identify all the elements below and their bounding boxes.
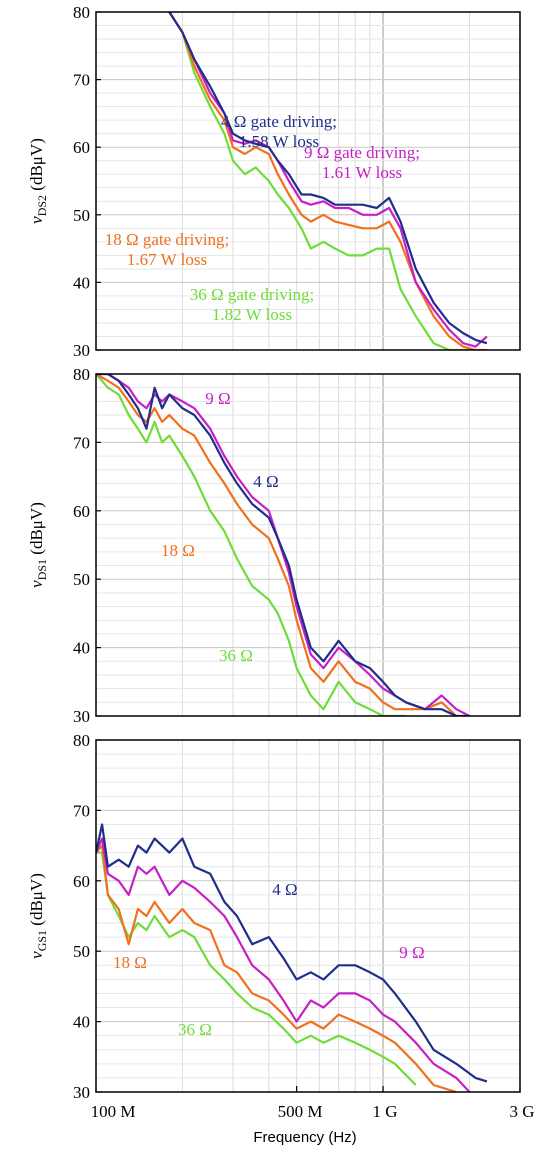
- y-axis-label: vDS1 (dBμV): [27, 502, 49, 588]
- y-tick-label: 30: [73, 707, 90, 726]
- y-tick-label: 70: [73, 71, 90, 90]
- y-tick-label: 50: [73, 570, 90, 589]
- chart-panel-ds2: 30 40 50 60 70 80 vDS2 (dBμV) 4 Ω gate driving;…: [27, 3, 521, 360]
- y-tick-label: 40: [73, 1013, 90, 1032]
- plot-frame: [95, 11, 521, 351]
- y-tick-label: 80: [73, 731, 90, 750]
- series-line-4-ohm: [96, 823, 488, 1083]
- series-line-9-ohm: [96, 837, 471, 1092]
- series-line-36-ohm: [168, 12, 476, 350]
- y-tick-label: 80: [73, 365, 90, 384]
- series-group: [96, 374, 471, 716]
- series-line-36-ohm: [96, 374, 406, 716]
- y-tick-label: 40: [73, 273, 90, 292]
- x-tick-label-100M: 100 M: [91, 1102, 136, 1121]
- y-tick-label: 80: [73, 3, 90, 22]
- y-tick-label: 70: [73, 433, 90, 452]
- x-tick-label-500M: 500 M: [278, 1102, 323, 1121]
- annotation-9-ohm: 9 Ω: [205, 389, 230, 408]
- annotation-36-ohm: 36 Ω gate driving; 1.82 W loss: [190, 285, 315, 324]
- y-tick-label: 50: [73, 206, 90, 225]
- series-line-18-ohm: [96, 374, 458, 716]
- x-tick-label-3G: 3 G: [509, 1102, 534, 1121]
- y-axis-label: vGS1 (dBμV): [27, 873, 49, 959]
- y-tick-label: 30: [73, 1083, 90, 1102]
- y-tick-label: 40: [73, 639, 90, 658]
- y-tick-label: 30: [73, 341, 90, 360]
- annotation-4-ohm: 4 Ω: [253, 472, 278, 491]
- x-axis: 100 M 500 M 1 G 3 G Frequency (Hz): [91, 1086, 535, 1146]
- series-line-18-ohm: [96, 844, 457, 1092]
- plot-frame: [95, 373, 521, 717]
- annotation-18-ohm: 18 Ω gate driving; 1.67 W loss: [105, 230, 230, 269]
- y-axis-label: vDS2 (dBμV): [27, 138, 49, 224]
- y-tick-label: 70: [73, 801, 90, 820]
- annotation-9-ohm: 9 Ω: [399, 943, 424, 962]
- series-line-9-ohm: [96, 374, 471, 716]
- x-tick-label-1G: 1 G: [372, 1102, 397, 1121]
- annotation-4-ohm: 4 Ω gate driving; 1.58 W loss: [221, 112, 337, 151]
- y-tick-label: 60: [73, 502, 90, 521]
- chart-panel-gs1: 30 40 50 60 70 80 vGS1 (dBμV) 4 Ω 18 Ω 9 Ω 36 Ω: [27, 731, 521, 1102]
- annotation-9-ohm: 9 Ω gate driving; 1.61 W loss: [304, 143, 420, 182]
- series-group: [168, 12, 488, 350]
- annotation-18-ohm: 18 Ω: [113, 953, 147, 972]
- series-line-4-ohm: [96, 374, 470, 716]
- series-group: [96, 823, 488, 1092]
- annotation-36-ohm: 36 Ω: [219, 646, 253, 665]
- annotation-4-ohm: 4 Ω: [272, 880, 297, 899]
- annotation-36-ohm: 36 Ω: [178, 1020, 212, 1039]
- annotation-18-ohm: 18 Ω: [161, 541, 195, 560]
- y-tick-label: 50: [73, 942, 90, 961]
- x-axis-label: Frequency (Hz): [253, 1129, 356, 1146]
- grid: [96, 374, 520, 716]
- y-tick-label: 60: [73, 138, 90, 157]
- y-tick-label: 60: [73, 872, 90, 891]
- chart-panel-ds1: 30 40 50 60 70 80 vDS1 (dBμV) 9 Ω 4 Ω 18 Ω 36 Ω: [27, 365, 521, 726]
- series-line-18-ohm: [168, 12, 487, 350]
- plot-frame: [95, 739, 521, 1093]
- grid: [96, 740, 520, 1092]
- series-line-4-ohm: [168, 12, 488, 345]
